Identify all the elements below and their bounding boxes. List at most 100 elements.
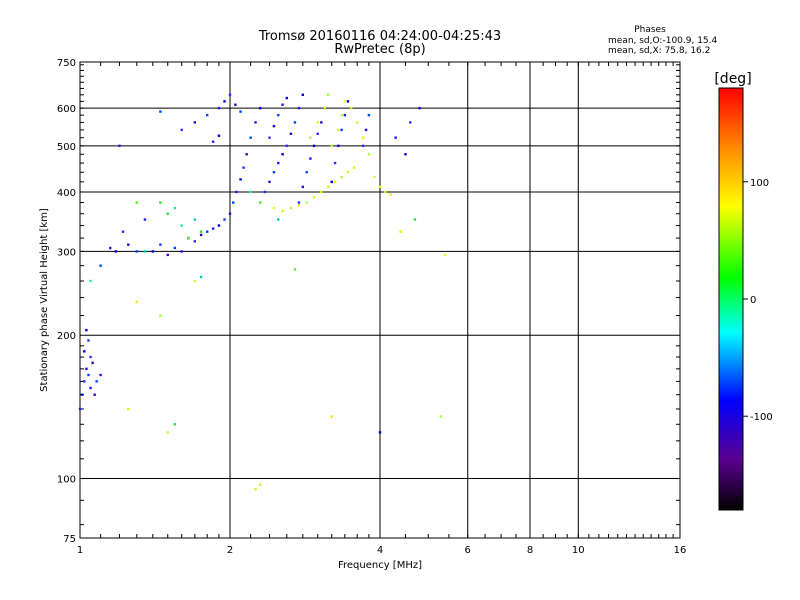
- stats-o-line: mean, sd,O:-100.9, 15.4: [608, 36, 718, 46]
- data-point-o: [211, 227, 215, 230]
- data-point-o: [114, 250, 118, 253]
- y-tick-label: 500: [57, 142, 76, 153]
- data-point-o: [180, 250, 183, 253]
- data-point-x: [281, 209, 284, 213]
- data-point-x: [337, 128, 340, 132]
- data-point-x: [193, 279, 197, 283]
- data-point-o: [159, 243, 162, 246]
- data-point-x: [305, 201, 308, 204]
- stats-x-line: mean, sd,X: 75.8, 16.2: [608, 46, 710, 56]
- data-point-o: [211, 140, 215, 143]
- data-point-o: [228, 93, 232, 96]
- data-point-o: [173, 246, 177, 250]
- x-axis-label: Frequency [MHz]: [338, 560, 422, 571]
- data-point-o: [404, 153, 407, 156]
- data-point-o: [205, 113, 209, 117]
- stats-heading: Phases: [634, 25, 666, 35]
- data-point-o: [245, 153, 248, 156]
- data-point-o: [346, 100, 350, 103]
- data-point-o: [301, 185, 305, 189]
- data-point-o: [87, 373, 90, 377]
- data-point-o: [205, 230, 209, 233]
- data-point-x: [355, 121, 359, 124]
- data-point-o: [85, 328, 88, 332]
- data-point-o: [394, 136, 397, 139]
- data-point-x: [330, 144, 333, 148]
- data-point-x: [378, 185, 382, 189]
- data-point-o: [361, 144, 365, 148]
- data-point-o: [285, 96, 288, 100]
- data-point-o: [166, 253, 169, 257]
- data-point-other: [199, 275, 203, 279]
- data-point-x: [361, 136, 365, 139]
- data-point-x: [312, 195, 316, 199]
- data-point-o: [340, 128, 343, 132]
- data-point-o: [127, 243, 130, 246]
- data-point-o: [223, 100, 226, 103]
- data-point-other: [199, 230, 203, 233]
- data-point-other: [259, 201, 262, 204]
- data-point-o: [228, 212, 232, 215]
- data-point-o: [277, 113, 280, 117]
- data-point-o: [109, 246, 112, 250]
- data-point-o: [364, 128, 368, 132]
- x-tick-label: 8: [527, 545, 533, 556]
- data-point-other: [413, 218, 417, 221]
- data-point-other: [277, 218, 280, 221]
- data-point-other: [89, 279, 92, 283]
- data-point-o: [91, 361, 94, 365]
- data-point-o: [268, 180, 271, 184]
- data-point-o: [235, 190, 238, 194]
- colorbar-tick-label: -100: [750, 412, 773, 423]
- data-point-o: [281, 103, 284, 106]
- data-point-o: [320, 121, 323, 124]
- data-point-o: [95, 380, 98, 383]
- data-point-o: [80, 393, 84, 396]
- data-point-o: [285, 144, 288, 148]
- data-point-other: [173, 423, 177, 426]
- colorbar: [718, 87, 744, 511]
- data-point-o: [78, 407, 82, 411]
- data-point-o: [83, 350, 86, 353]
- data-point-o: [143, 218, 147, 221]
- y-tick-label: 75: [63, 534, 76, 545]
- data-point-x: [330, 415, 333, 418]
- data-point-o: [409, 121, 412, 124]
- data-point-o: [193, 121, 197, 124]
- data-point-o: [249, 136, 252, 139]
- data-point-x: [346, 171, 350, 174]
- data-point-o: [343, 113, 347, 117]
- data-point-o: [330, 180, 333, 184]
- data-point-o: [293, 121, 297, 124]
- data-point-x: [439, 415, 443, 418]
- data-point-other: [159, 201, 162, 204]
- data-point-o: [333, 161, 337, 165]
- y-tick-label: 300: [57, 247, 76, 258]
- chart-title: Tromsø 20160116 04:24:00-04:25:43: [258, 29, 501, 44]
- data-point-o: [277, 161, 280, 165]
- colorbar-ticks: 100 0 -100: [743, 178, 773, 423]
- data-point-o: [232, 201, 235, 204]
- data-point-x: [135, 300, 138, 304]
- data-point-o: [254, 121, 257, 124]
- x-tick-label: 16: [674, 545, 687, 556]
- data-point-x: [384, 190, 387, 194]
- data-point-x: [343, 100, 347, 103]
- data-point-x: [389, 193, 392, 196]
- colorbar-tick-label: 100: [750, 178, 769, 189]
- data-point-o: [316, 132, 319, 135]
- data-point-x: [159, 314, 162, 317]
- data-point-x: [327, 93, 330, 96]
- data-point-x: [323, 106, 327, 110]
- data-point-x: [316, 121, 319, 124]
- data-point-o: [272, 124, 276, 128]
- data-point-x: [254, 487, 257, 491]
- data-point-o: [193, 240, 197, 243]
- data-point-o: [121, 230, 125, 233]
- data-point-o: [297, 106, 301, 110]
- data-point-o: [289, 132, 293, 135]
- data-point-other: [180, 224, 183, 227]
- data-point-other: [187, 236, 190, 240]
- data-point-x: [289, 206, 293, 210]
- data-point-o: [239, 178, 242, 181]
